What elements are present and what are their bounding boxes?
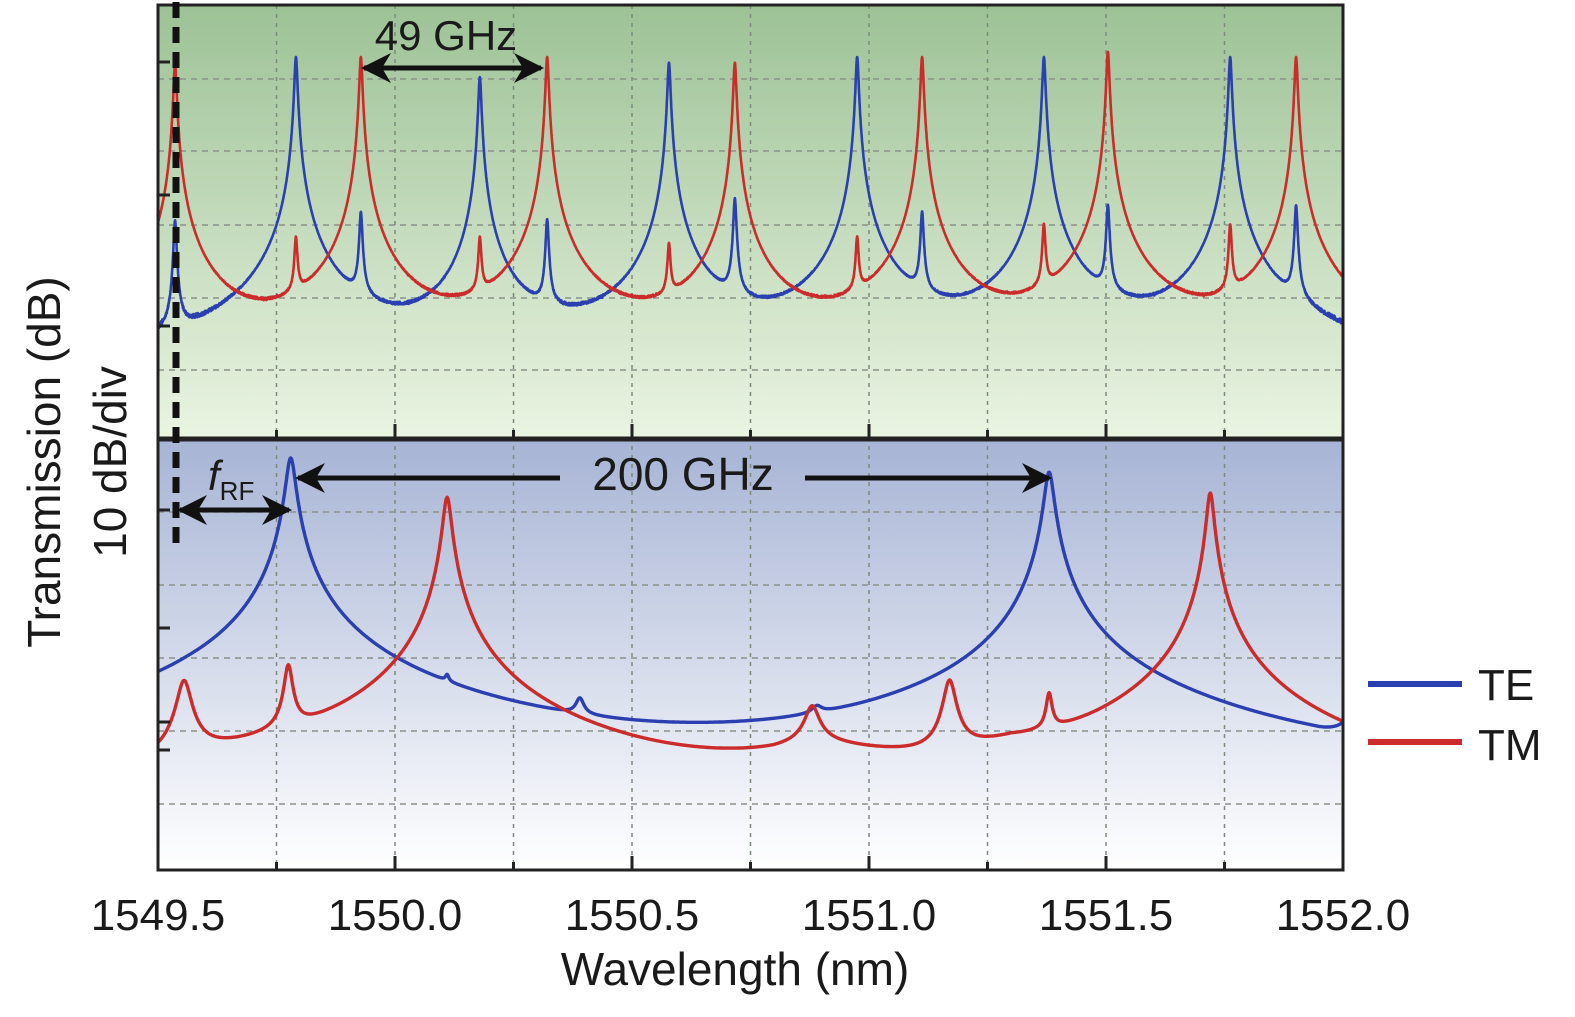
bottom-panel-series [158, 456, 1343, 750]
axis-ticks [158, 60, 1226, 870]
legend-te-label: TE [1478, 661, 1534, 710]
legend-tm-label: TM [1478, 721, 1542, 770]
bottom-series-tm [158, 491, 1343, 750]
x-tick-label: 1551.5 [1039, 891, 1174, 940]
top-panel-series [158, 50, 1343, 330]
x-tick-label: 1552.0 [1276, 891, 1411, 940]
y-axis-label: Transmission (dB) [18, 276, 70, 647]
bottom-spacing-label: 200 GHz [592, 448, 774, 500]
top-series-tm [158, 50, 1343, 302]
bottom-series-te [158, 456, 1343, 729]
legend: TE TM [1368, 661, 1542, 770]
x-axis-label: Wavelength (nm) [561, 943, 910, 995]
x-tick-labels: 1549.5 1550.0 1550.5 1551.0 1551.5 1552.0 [91, 891, 1411, 940]
x-tick-label: 1549.5 [91, 891, 226, 940]
top-series-te [158, 55, 1343, 330]
top-spacing-label: 49 GHz [375, 12, 517, 59]
x-tick-label: 1550.5 [565, 891, 700, 940]
x-tick-label: 1550.0 [328, 891, 463, 940]
x-tick-label: 1551.0 [802, 891, 937, 940]
y-scale-label: 10 dB/div [84, 366, 136, 558]
